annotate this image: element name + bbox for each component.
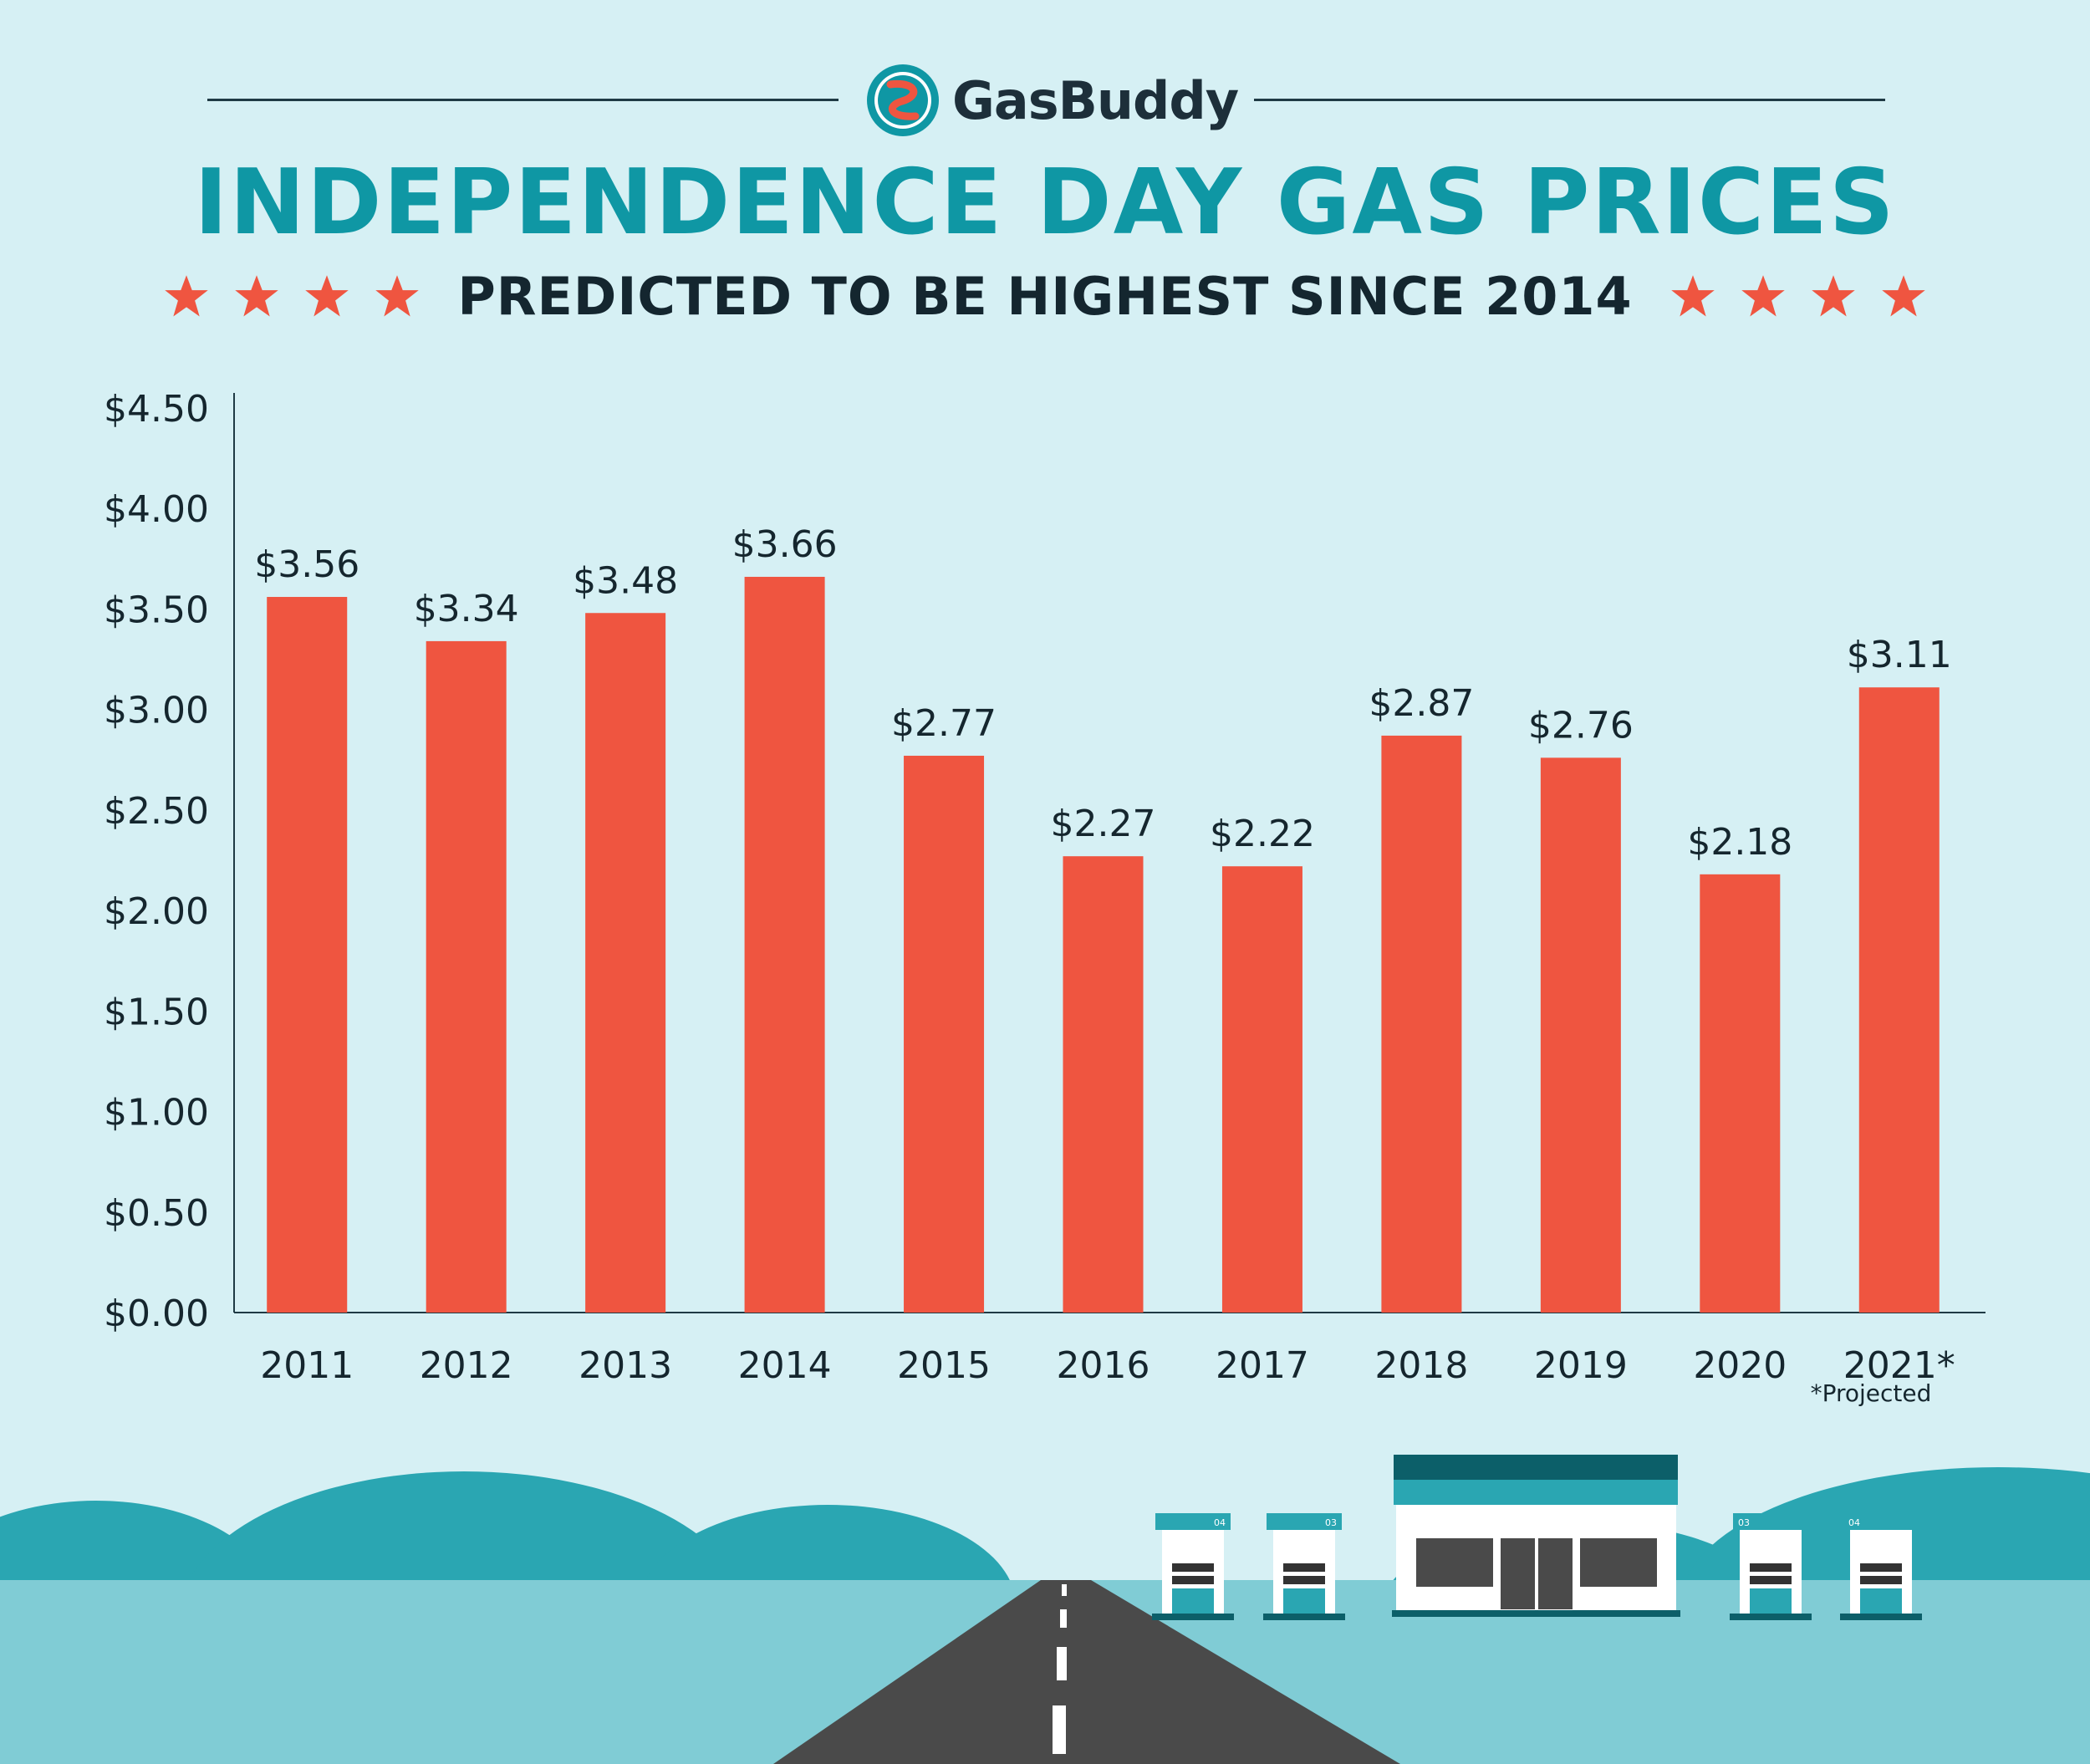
price-bar-chart: $0.00 $0.50 $1.00 $1.50 $2.00 $2.50 $3.00 $3.50… xyxy=(104,388,1986,1387)
header-rule-left xyxy=(207,99,839,101)
y-tick-label: $0.50 xyxy=(104,1192,209,1235)
x-tick-label: 2019 xyxy=(1534,1344,1628,1387)
pump-number: 03 xyxy=(1325,1517,1337,1528)
value-label: $2.87 xyxy=(1369,682,1474,725)
star-icon xyxy=(375,274,420,317)
value-label: $2.76 xyxy=(1528,704,1634,747)
value-label: $3.48 xyxy=(573,559,678,602)
y-axis: $0.00 $0.50 $1.00 $1.50 $2.00 $2.50 $3.00 $3.50… xyxy=(104,388,1986,1335)
bar-2013 xyxy=(585,613,666,1313)
y-tick-label: $2.00 xyxy=(104,890,209,933)
value-label: $3.56 xyxy=(254,543,359,586)
x-tick-label: 2018 xyxy=(1374,1344,1468,1387)
y-tick-label: $4.00 xyxy=(104,488,209,531)
y-tick-label: $3.00 xyxy=(104,690,209,732)
pump-number: 04 xyxy=(1214,1517,1226,1528)
x-tick-label: 2017 xyxy=(1216,1344,1309,1387)
star-icon xyxy=(1670,274,1715,317)
road-markings xyxy=(1053,1584,1067,1754)
star-icon xyxy=(1881,274,1925,317)
header-rule-right xyxy=(1254,99,1885,101)
bar-2021 xyxy=(1858,687,1940,1313)
gasbuddy-logo-icon xyxy=(867,64,939,136)
x-tick-label: 2020 xyxy=(1693,1344,1787,1387)
bar-2011 xyxy=(267,597,348,1313)
pump-number: 04 xyxy=(1848,1517,1860,1528)
star-icon xyxy=(1741,274,1785,317)
fuel-pump: 04 xyxy=(1152,1513,1234,1620)
x-tick-label: 2014 xyxy=(738,1344,832,1387)
x-tick-label: 2015 xyxy=(897,1344,991,1387)
y-tick-label: $3.50 xyxy=(104,589,209,631)
value-label: $2.77 xyxy=(891,702,997,745)
y-tick-label: $1.00 xyxy=(104,1092,209,1134)
x-tick-label: 2013 xyxy=(579,1344,672,1387)
subtitle-row: PREDICTED TO BE HIGHEST SINCE 2014 xyxy=(0,266,2090,327)
y-tick-label: $1.50 xyxy=(104,991,209,1033)
value-label: $2.27 xyxy=(1051,803,1156,845)
x-tick-label: 2021* xyxy=(1843,1344,1955,1387)
value-labels: $3.56 $3.34 $3.48 $3.66 $2.77 $2.27 $2.22 $2.87… xyxy=(254,523,1952,864)
page-title: INDEPENDENCE DAY GAS PRICES xyxy=(194,150,1896,255)
bar-2018 xyxy=(1381,735,1462,1313)
y-tick-label: $0.00 xyxy=(104,1292,209,1335)
y-tick-label: $2.50 xyxy=(104,790,209,833)
fuel-pump: 03 xyxy=(1263,1513,1345,1620)
bar-2017 xyxy=(1221,866,1302,1313)
star-icon xyxy=(165,274,209,317)
value-label: $2.22 xyxy=(1210,813,1315,855)
page-subtitle: PREDICTED TO BE HIGHEST SINCE 2014 xyxy=(457,266,1633,327)
brand-name: GasBuddy xyxy=(952,69,1239,131)
bar-2015 xyxy=(904,755,985,1313)
bar-2019 xyxy=(1540,757,1621,1313)
bars xyxy=(267,576,1940,1313)
fuel-pump: 04 xyxy=(1840,1513,1922,1620)
gas-station-scene: 04 03 03 04 xyxy=(0,1455,2090,1764)
x-tick-label: 2012 xyxy=(420,1344,513,1387)
bar-2014 xyxy=(744,576,825,1313)
value-label: $3.11 xyxy=(1847,634,1952,676)
x-tick-label: 2011 xyxy=(260,1344,354,1387)
fuel-pump: 03 xyxy=(1730,1513,1812,1620)
x-axis-labels: 2011 2012 2013 2014 2015 2016 2017 2018 2019 2020… xyxy=(260,1344,1955,1387)
bar-2012 xyxy=(426,640,507,1313)
star-icon xyxy=(305,274,349,317)
gasbuddy-logo: GasBuddy xyxy=(865,63,1239,138)
pump-number: 03 xyxy=(1738,1517,1750,1528)
stars-left xyxy=(163,273,421,320)
bar-2016 xyxy=(1063,856,1144,1313)
value-label: $2.18 xyxy=(1687,821,1792,864)
gas-station-store xyxy=(1392,1455,1680,1617)
y-tick-label: $4.50 xyxy=(104,388,209,431)
bar-2020 xyxy=(1700,874,1781,1313)
x-tick-label: 2016 xyxy=(1057,1344,1150,1387)
value-label: $3.66 xyxy=(732,523,838,566)
road xyxy=(773,1580,1400,1764)
star-icon xyxy=(1811,274,1855,317)
projected-footnote: *Projected xyxy=(1810,1379,1932,1407)
star-icon xyxy=(235,274,279,317)
value-label: $3.34 xyxy=(414,588,519,630)
stars-right xyxy=(1669,273,1927,320)
